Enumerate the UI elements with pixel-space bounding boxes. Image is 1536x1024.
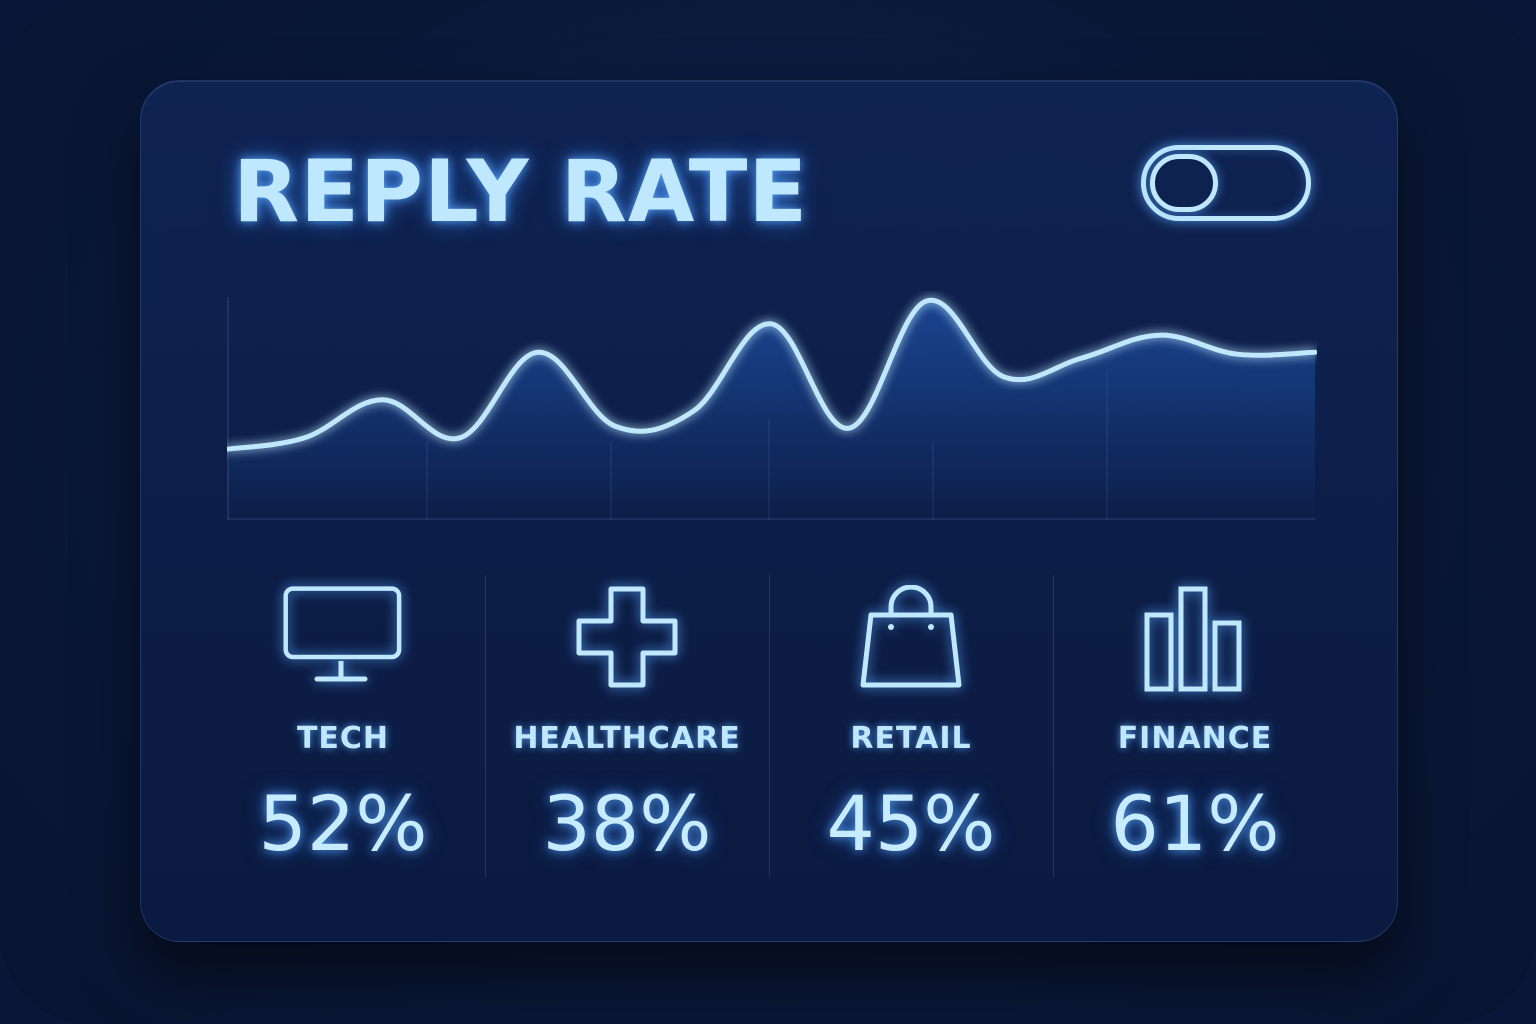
stat-divider xyxy=(769,575,770,877)
data-point xyxy=(846,425,852,431)
stat-value: 38% xyxy=(542,779,712,868)
bar-chart-icon xyxy=(1135,585,1255,695)
stat-label: RETAIL xyxy=(850,721,972,756)
stat-value: 61% xyxy=(1110,779,1280,868)
stat-label: FINANCE xyxy=(1117,721,1273,756)
reply-rate-card: REPLY RATE xyxy=(140,80,1398,942)
data-point xyxy=(1234,351,1240,357)
widget-title: REPLY RATE xyxy=(233,142,809,242)
data-point xyxy=(923,298,929,304)
stat-finance: FINANCE 61% xyxy=(1053,571,1337,881)
stat-healthcare: HEALTHCARE 38% xyxy=(485,571,769,881)
stat-value: 45% xyxy=(826,779,996,868)
data-point xyxy=(302,435,308,441)
data-point xyxy=(1079,355,1085,361)
stat-label: TECH xyxy=(296,721,390,756)
stat-divider xyxy=(485,575,486,877)
data-point xyxy=(535,349,541,355)
view-toggle[interactable] xyxy=(1141,145,1311,221)
reply-rate-chart xyxy=(227,291,1317,531)
data-point xyxy=(379,397,385,403)
data-point xyxy=(613,423,619,429)
medical-cross-icon xyxy=(567,585,687,695)
data-point xyxy=(1157,332,1163,338)
stat-retail: RETAIL 45% xyxy=(769,571,1053,881)
data-point xyxy=(457,435,463,441)
data-point xyxy=(1001,374,1007,380)
chart-area-fill xyxy=(227,300,1315,519)
stat-value: 52% xyxy=(258,779,428,868)
data-point xyxy=(690,408,696,414)
monitor-icon xyxy=(283,585,403,695)
series-line xyxy=(227,297,1317,452)
stat-divider xyxy=(1053,575,1054,877)
industry-stats: TECH 52% HEALTHCARE 38% xyxy=(201,571,1337,881)
shopping-bag-icon xyxy=(851,584,971,695)
stat-label: HEALTHCARE xyxy=(513,721,741,756)
data-point xyxy=(768,321,774,327)
toggle-knob xyxy=(1150,154,1218,212)
stat-tech: TECH 52% xyxy=(201,571,485,881)
line-chart-svg xyxy=(227,297,1317,520)
